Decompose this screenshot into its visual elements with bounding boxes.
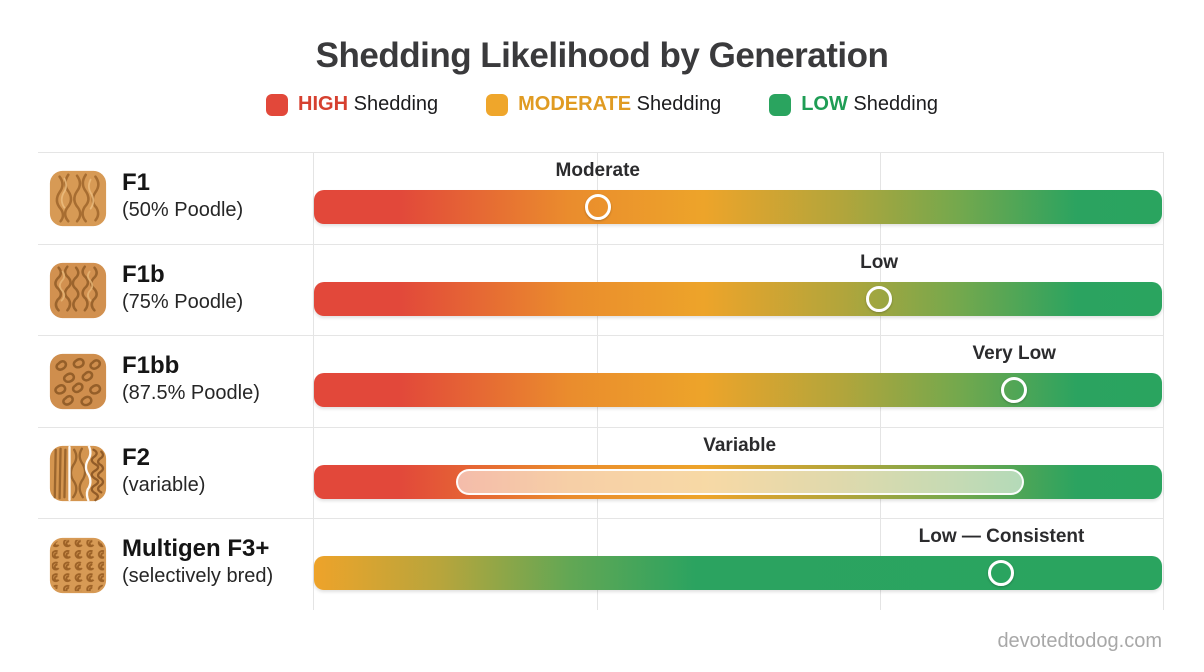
curly-fur-icon <box>49 354 107 410</box>
row-label-cell: F2 (variable) <box>38 428 313 519</box>
legend-item-moderate: MODERATE Shedding <box>486 93 721 116</box>
position-marker <box>585 194 612 220</box>
page-title: Shedding Likelihood by Generation <box>315 36 889 75</box>
variable-range-band <box>455 468 1024 495</box>
generation-name: F1bb <box>122 352 180 380</box>
marker-label: Very Low <box>972 343 1056 365</box>
generation-subtitle: (75% Poodle) <box>122 290 244 313</box>
row-bar-cell: Low — Consistent <box>313 519 1163 610</box>
uniform-curl-fur-icon <box>49 537 107 593</box>
generation-subtitle: (variable) <box>122 473 206 496</box>
marker-label: Low <box>860 251 899 273</box>
mixed-coat-icon <box>49 445 107 502</box>
moderate-shedding-swatch-icon <box>486 93 509 116</box>
shedding-chart: F1 (50% Poodle) Moderate <box>38 152 1164 610</box>
generation-name: Multigen F3+ <box>122 535 270 563</box>
table-row-f1b: F1b (75% Poodle) Low <box>38 243 1164 336</box>
row-label-cell: F1b (75% Poodle) <box>38 245 313 336</box>
watermark: devotedtodog.com <box>997 630 1162 652</box>
position-marker <box>987 560 1014 587</box>
legend-item-low: LOW Shedding <box>769 93 938 116</box>
generation-subtitle: (selectively bred) <box>122 565 274 588</box>
legend-label-low: LOW Shedding <box>801 93 938 115</box>
legend-label-moderate: MODERATE Shedding <box>518 93 722 115</box>
table-row-f1: F1 (50% Poodle) Moderate <box>38 152 1164 244</box>
gridline-0 <box>313 152 314 610</box>
generation-subtitle: (50% Poodle) <box>122 199 244 221</box>
table-row-f1bb: F1bb (87.5% Poodle) Very Low <box>38 335 1164 427</box>
legend-label-high: HIGH Shedding <box>298 93 439 115</box>
generation-name: F1b <box>122 260 165 288</box>
loose-curl-fur-icon <box>49 262 107 318</box>
row-bar-cell: Moderate <box>313 153 1163 244</box>
marker-label: Low — Consistent <box>918 526 1085 548</box>
marker-label: Moderate <box>555 160 640 181</box>
row-bar-cell: Low <box>313 245 1163 336</box>
gradient-bar <box>314 190 1162 224</box>
table-row-f2: F2 (variable) Variable <box>38 426 1164 519</box>
table-row-multigen-f3: Multigen F3+ (selectively bred) Low — Co… <box>38 518 1164 610</box>
gradient-bar <box>314 281 1162 316</box>
legend: HIGH Shedding MODERATE Shedding LOW Shed… <box>0 93 1204 116</box>
position-marker <box>865 285 892 312</box>
wavy-fur-icon <box>49 171 107 227</box>
high-shedding-swatch-icon <box>266 93 289 116</box>
generation-name: F1 <box>122 169 151 196</box>
gradient-bar <box>314 373 1162 408</box>
legend-item-high: HIGH Shedding <box>266 93 438 116</box>
row-bar-cell: Very Low <box>313 336 1163 427</box>
position-marker <box>1000 377 1027 404</box>
low-shedding-swatch-icon <box>769 93 792 116</box>
gradient-bar <box>314 464 1162 499</box>
generation-subtitle: (87.5% Poodle) <box>122 382 260 405</box>
gridline-100 <box>1163 152 1164 610</box>
marker-label: Variable <box>703 434 777 456</box>
gradient-bar <box>314 556 1162 591</box>
row-label-cell: F1 (50% Poodle) <box>38 153 313 244</box>
row-bar-cell: Variable <box>313 428 1163 519</box>
row-label-cell: Multigen F3+ (selectively bred) <box>38 519 313 610</box>
generation-name: F2 <box>122 443 151 471</box>
row-label-cell: F1bb (87.5% Poodle) <box>38 336 313 427</box>
